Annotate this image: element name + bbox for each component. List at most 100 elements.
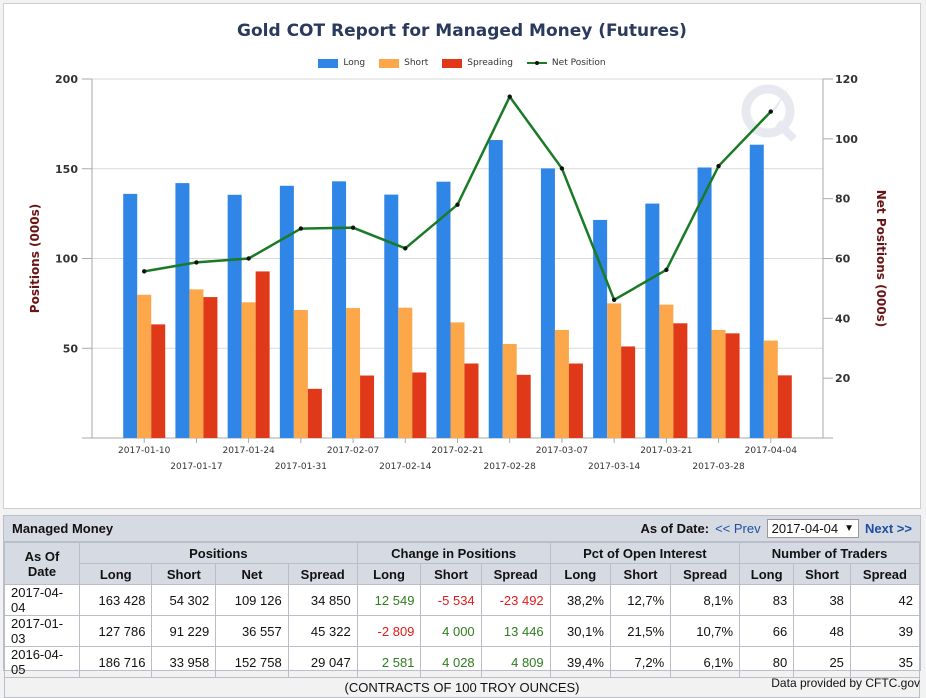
bar-spreading <box>464 363 479 438</box>
bar-spreading <box>725 333 740 438</box>
managed-money-table-panel: Managed Money As of Date: << Prev 2017-0… <box>3 515 921 698</box>
cell-pos-short: 54 302 <box>151 584 217 616</box>
cell-pos-long: 163 428 <box>78 584 153 616</box>
bar-short <box>554 329 569 438</box>
bar-short <box>450 322 465 438</box>
net-position-point <box>246 256 251 261</box>
cell-chg-spread: 13 446 <box>480 615 551 647</box>
net-position-point <box>716 163 721 169</box>
chart-panel: Gold COT Report for Managed Money (Futur… <box>3 3 921 509</box>
next-date-link[interactable]: Next >> <box>865 521 912 536</box>
table-row: 2017-01-03 127 786 91 229 36 557 45 322 -2 80… <box>4 615 921 647</box>
legend-label-long: Long <box>343 58 366 68</box>
subheader-pos-short: Short <box>151 563 217 585</box>
bar-spreading <box>621 346 636 438</box>
cell-chg-long: 2 581 <box>356 646 422 678</box>
cell-pct-short: 21,5% <box>609 615 672 647</box>
y2-tick-label: 60 <box>835 253 851 266</box>
legend-item-spreading[interactable]: Spreading <box>442 58 513 68</box>
cell-date: 2017-01-03 <box>4 615 80 647</box>
watermark-logo <box>741 84 797 142</box>
legend-item-long[interactable]: Long <box>318 58 365 68</box>
chart-svg: 50 100 150 200 20 40 60 80 100 120 2017-01-10 2017-… <box>28 73 888 472</box>
bar-long <box>123 193 138 438</box>
table-header-bar: Managed Money As of Date: << Prev 2017-0… <box>4 516 920 542</box>
cell-chg-long: -2 809 <box>356 615 422 647</box>
legend-label-net-position: Net Position <box>551 58 606 68</box>
cell-pos-spread: 34 850 <box>287 584 358 616</box>
data-credit: Data provided by CFTC.gov <box>771 676 920 690</box>
subheader-pct-short: Short <box>609 563 672 585</box>
subheader-pos-spread: Spread <box>287 563 358 585</box>
bar-long <box>540 168 555 439</box>
legend-swatch-short <box>379 58 400 68</box>
legend-swatch-spreading <box>442 58 463 68</box>
subheader-pos-long: Long <box>78 563 153 585</box>
cell-pos-net: 36 557 <box>215 615 289 647</box>
subheader-pct-long: Long <box>549 563 611 585</box>
cell-chg-short: -5 534 <box>420 584 482 616</box>
net-position-point <box>298 226 304 231</box>
legend-item-short[interactable]: Short <box>379 58 428 68</box>
cell-pct-long: 30,1% <box>549 615 611 647</box>
net-position-point <box>559 166 565 171</box>
cell-tr-long: 80 <box>739 646 795 678</box>
x-tick-label: 2017-02-21 <box>431 446 483 456</box>
cell-chg-short: 4 000 <box>420 615 482 647</box>
bar-short <box>711 329 726 438</box>
net-position-point <box>142 269 147 274</box>
bar-spreading <box>307 388 322 438</box>
legend-label-spreading: Spreading <box>467 58 513 68</box>
cell-pct-long: 38,2% <box>549 584 611 616</box>
cell-pct-long: 39,4% <box>549 646 611 678</box>
x-tick-label: 2017-02-07 <box>327 446 379 456</box>
cell-tr-long: 66 <box>739 615 795 647</box>
date-select[interactable]: 2017-04-04 ▼ <box>766 519 860 538</box>
bar-short <box>659 304 674 438</box>
y-tick-label: 150 <box>55 163 78 176</box>
bar-short <box>189 289 204 438</box>
positions-table: As Of Date Positions Change in Positions… <box>4 542 921 698</box>
net-position-point <box>664 267 669 273</box>
bar-short <box>502 343 517 438</box>
as-of-date-label: As of Date: <box>640 521 710 536</box>
cell-pct-spread: 10,7% <box>670 615 741 647</box>
bar-short <box>398 307 413 438</box>
x-tick-label: 2017-01-10 <box>118 446 171 456</box>
cell-pos-spread: 45 322 <box>287 615 358 647</box>
bar-spreading <box>203 297 218 438</box>
bar-long <box>436 181 451 438</box>
y2-tick-label: 20 <box>835 372 851 385</box>
legend-swatch-net-position <box>526 61 547 65</box>
bar-long <box>488 140 503 438</box>
y2-tick-label: 100 <box>835 133 858 146</box>
x-tick-label: 2017-04-04 <box>745 446 798 456</box>
bar-spreading <box>568 363 583 438</box>
bar-short <box>137 294 152 438</box>
bar-long <box>175 183 190 438</box>
y2-tick-label: 120 <box>835 73 858 86</box>
table-body: 2017-04-04 163 428 54 302 109 126 34 850 12 5… <box>4 584 921 678</box>
cell-tr-long: 83 <box>739 584 795 616</box>
bar-long <box>332 181 347 438</box>
table-row: 2017-04-04 163 428 54 302 109 126 34 850 12 5… <box>4 584 921 616</box>
bar-long <box>384 194 399 438</box>
subheader-chg-short: Short <box>420 563 482 585</box>
cell-chg-long: 12 549 <box>356 584 422 616</box>
net-position-point <box>611 297 617 302</box>
bar-short <box>607 303 622 438</box>
bar-long <box>749 144 764 438</box>
bar-spreading <box>412 372 427 438</box>
x-tick-label: 2017-01-24 <box>222 446 275 456</box>
prev-date-link[interactable]: << Prev <box>715 521 761 536</box>
chart-title: Gold COT Report for Managed Money (Futur… <box>237 21 687 41</box>
bar-short <box>241 302 256 438</box>
y-tick-label: 50 <box>63 342 79 355</box>
header-as-of-date: As Of Date <box>4 542 80 585</box>
net-position-point <box>455 202 460 207</box>
bar-short <box>293 310 308 438</box>
x-tick-label: 2017-01-17 <box>170 462 222 472</box>
legend-item-net-position[interactable]: Net Position <box>526 58 606 68</box>
cell-tr-short: 25 <box>793 646 851 678</box>
subheader-tr-spread: Spread <box>849 563 921 585</box>
